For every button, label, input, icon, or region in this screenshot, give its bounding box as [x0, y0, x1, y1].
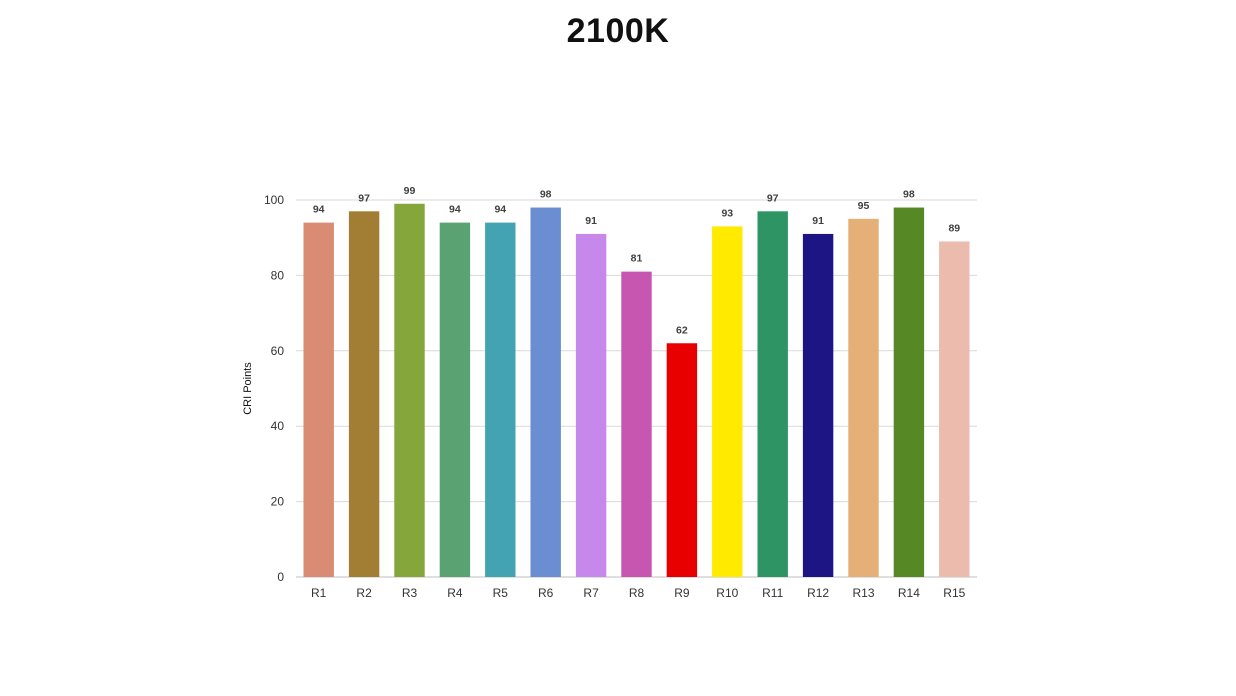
data-label: 91 [812, 215, 824, 227]
bar [666, 343, 698, 577]
y-tick-label: 80 [271, 268, 285, 282]
x-tick-label: R9 [674, 586, 690, 600]
y-tick-label: 100 [264, 193, 284, 207]
bar [939, 241, 970, 577]
bar [348, 211, 380, 577]
bar [439, 222, 471, 577]
data-label: 94 [313, 204, 325, 216]
x-tick-label: R7 [583, 586, 599, 600]
y-axis-title: CRI Points [242, 362, 254, 415]
x-tick-label: R8 [629, 586, 645, 600]
bar [530, 207, 561, 578]
data-label: 99 [404, 185, 416, 197]
data-label: 97 [767, 192, 779, 204]
x-tick-label: R15 [943, 586, 965, 600]
data-label: 97 [358, 192, 370, 204]
data-label: 98 [540, 189, 552, 201]
x-tick-label: R13 [852, 586, 874, 600]
data-label: 93 [721, 207, 733, 219]
bar [893, 207, 925, 578]
bar [303, 222, 334, 577]
axes: 0 20 40 60 80 100 R1 R2 R3 R4 R5 R6 R7 R8 R9 R10 R11 R12 R… [242, 193, 966, 600]
bar [485, 222, 516, 577]
x-tick-label: R14 [898, 586, 920, 600]
data-label: 62 [676, 324, 688, 336]
data-label: 89 [948, 222, 960, 234]
y-tick-label: 60 [271, 344, 285, 358]
data-label: 98 [903, 189, 915, 201]
bar [757, 211, 788, 577]
chart-title: 2100K [566, 12, 670, 50]
data-label: 81 [631, 253, 643, 265]
bar [621, 271, 652, 577]
bar [712, 226, 743, 577]
data-label: 94 [449, 204, 461, 216]
x-tick-label: R4 [447, 586, 463, 600]
y-tick-label: 0 [277, 570, 284, 584]
data-label: 95 [858, 200, 870, 212]
bar [848, 218, 879, 577]
y-tick-label: 20 [271, 495, 285, 509]
data-label: 94 [494, 204, 506, 216]
y-tick-label: 40 [271, 419, 285, 433]
x-tick-label: R11 [762, 586, 783, 600]
data-label: 91 [585, 215, 597, 227]
x-tick-label: R2 [356, 586, 372, 600]
x-tick-label: R1 [311, 586, 327, 600]
bar [394, 203, 425, 577]
data-labels: 94 97 99 94 94 98 91 81 62 93 97 91 95 98 89 [313, 185, 960, 336]
x-tick-label: R3 [402, 586, 418, 600]
x-tick-label: R6 [538, 586, 554, 600]
bar [575, 233, 607, 577]
x-tick-label: R5 [493, 586, 509, 600]
bar [802, 233, 834, 577]
bars [303, 203, 970, 578]
x-tick-label: R10 [716, 586, 738, 600]
x-tick-label: R12 [807, 586, 829, 600]
